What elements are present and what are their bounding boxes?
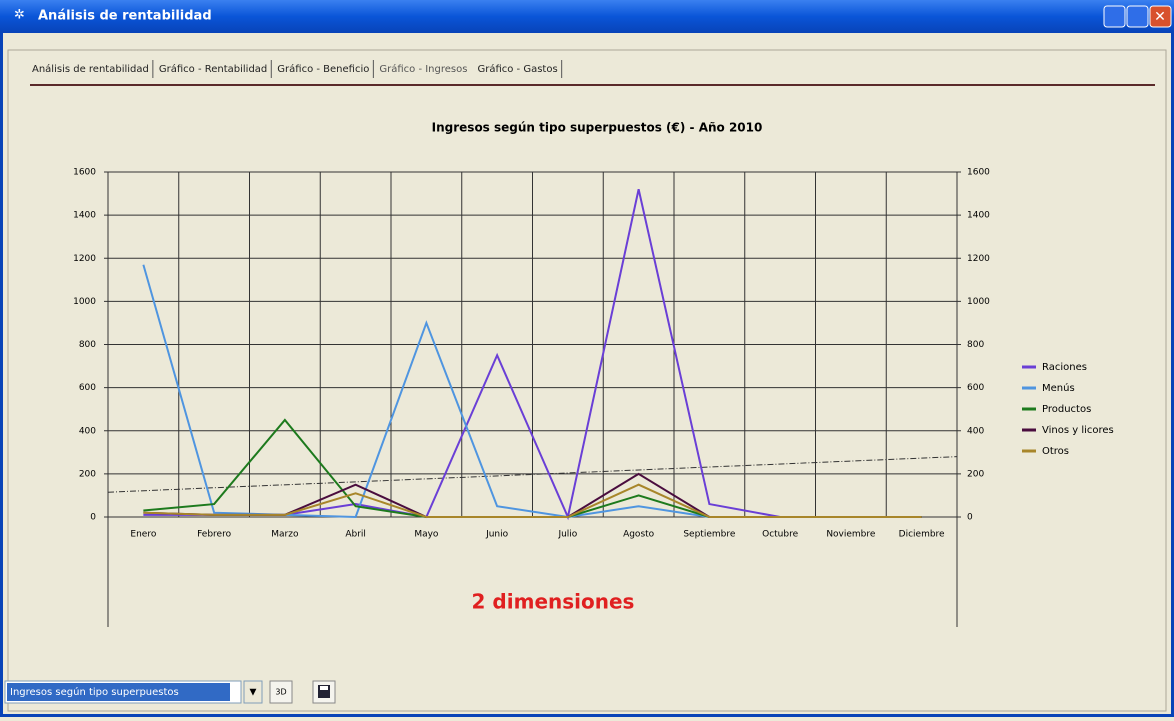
trend-line	[107, 456, 958, 493]
combo-selection	[7, 683, 230, 701]
y2-tick-label: 1200	[967, 254, 990, 264]
tab-label[interactable]: Gráfico - Beneficio	[277, 63, 369, 75]
y-tick-label: 400	[79, 426, 96, 436]
close-button[interactable]	[1149, 5, 1172, 28]
tab-label[interactable]: Gráfico - Ingresos	[379, 63, 467, 75]
border-bottom	[0, 714, 1174, 717]
tab-strip: Análisis de rentabilidad Gráfico - Rentab…	[32, 60, 563, 78]
border-left	[0, 33, 3, 717]
y-tick-label: 0	[90, 513, 96, 523]
series-line	[143, 483, 922, 518]
y2-tick-label: 800	[967, 340, 984, 350]
y-tick-label: 1200	[73, 254, 96, 264]
x-tick-label: Enero	[130, 530, 156, 540]
close-icon: ✕	[1154, 9, 1166, 25]
window-title: Análisis de rentabilidad	[38, 9, 212, 24]
y2-tick-label: 0	[967, 513, 973, 523]
button-3d-label: 3D	[275, 688, 286, 697]
tab-label[interactable]: Gráfico - Rentabilidad	[159, 63, 267, 75]
y2-tick-label: 1600	[967, 168, 990, 178]
x-tick-label: Diciembre	[899, 530, 945, 540]
y2-tick-label: 600	[967, 383, 984, 393]
x-tick-label: Septiembre	[683, 530, 736, 540]
tab-label[interactable]: Gráfico - Gastos	[477, 63, 557, 75]
y-tick-label: 1000	[73, 297, 96, 307]
y2-tick-label: 200	[967, 469, 984, 479]
maximize-button[interactable]	[1126, 5, 1149, 28]
y-tick-label: 600	[79, 383, 96, 393]
y2-tick-label: 1000	[967, 297, 990, 307]
legend-label: Raciones	[1042, 362, 1087, 373]
combo-arrow-icon: ▼	[250, 688, 257, 698]
minimize-button[interactable]	[1103, 5, 1126, 28]
combo-text: Ingresos según tipo superpuestos	[10, 686, 179, 698]
annotation: 2 dimensiones	[472, 590, 635, 614]
x-tick-label: Julio	[557, 530, 577, 540]
y-tick-label: 800	[79, 340, 96, 350]
y2-tick-label: 1400	[967, 211, 990, 221]
y-tick-label: 200	[79, 469, 96, 479]
button-3d[interactable]	[269, 680, 293, 704]
legend-label: Menús	[1042, 382, 1075, 394]
app-icon: ✲	[14, 8, 25, 23]
chart: Ingresos según tipo superpuestos (€) - A…	[73, 121, 1114, 627]
tab-panel	[7, 49, 1167, 712]
x-tick-label: Marzo	[271, 530, 299, 540]
border-right	[1171, 33, 1174, 717]
x-tick-label: Abril	[345, 530, 366, 540]
x-tick-label: Junio	[485, 530, 509, 540]
x-tick-label: Agosto	[623, 530, 655, 540]
title-bar	[0, 0, 1174, 33]
y-tick-label: 1400	[73, 211, 96, 221]
legend-label: Productos	[1042, 404, 1091, 415]
tab-label[interactable]: Análisis de rentabilidad	[32, 63, 149, 75]
x-tick-label: Mayo	[414, 530, 439, 540]
x-tick-label: Noviembre	[826, 530, 876, 540]
combo-arrow[interactable]	[243, 680, 263, 704]
x-tick-label: Octubre	[762, 530, 798, 540]
x-tick-label: Febrero	[197, 530, 231, 540]
save-icon-label	[320, 686, 328, 690]
y2-tick-label: 400	[967, 426, 984, 436]
chart-title: Ingresos según tipo superpuestos (€) - A…	[432, 121, 763, 135]
y-tick-label: 1600	[73, 168, 96, 178]
legend-label: Vinos y licores	[1042, 425, 1114, 436]
legend-label: Otros	[1042, 446, 1069, 457]
